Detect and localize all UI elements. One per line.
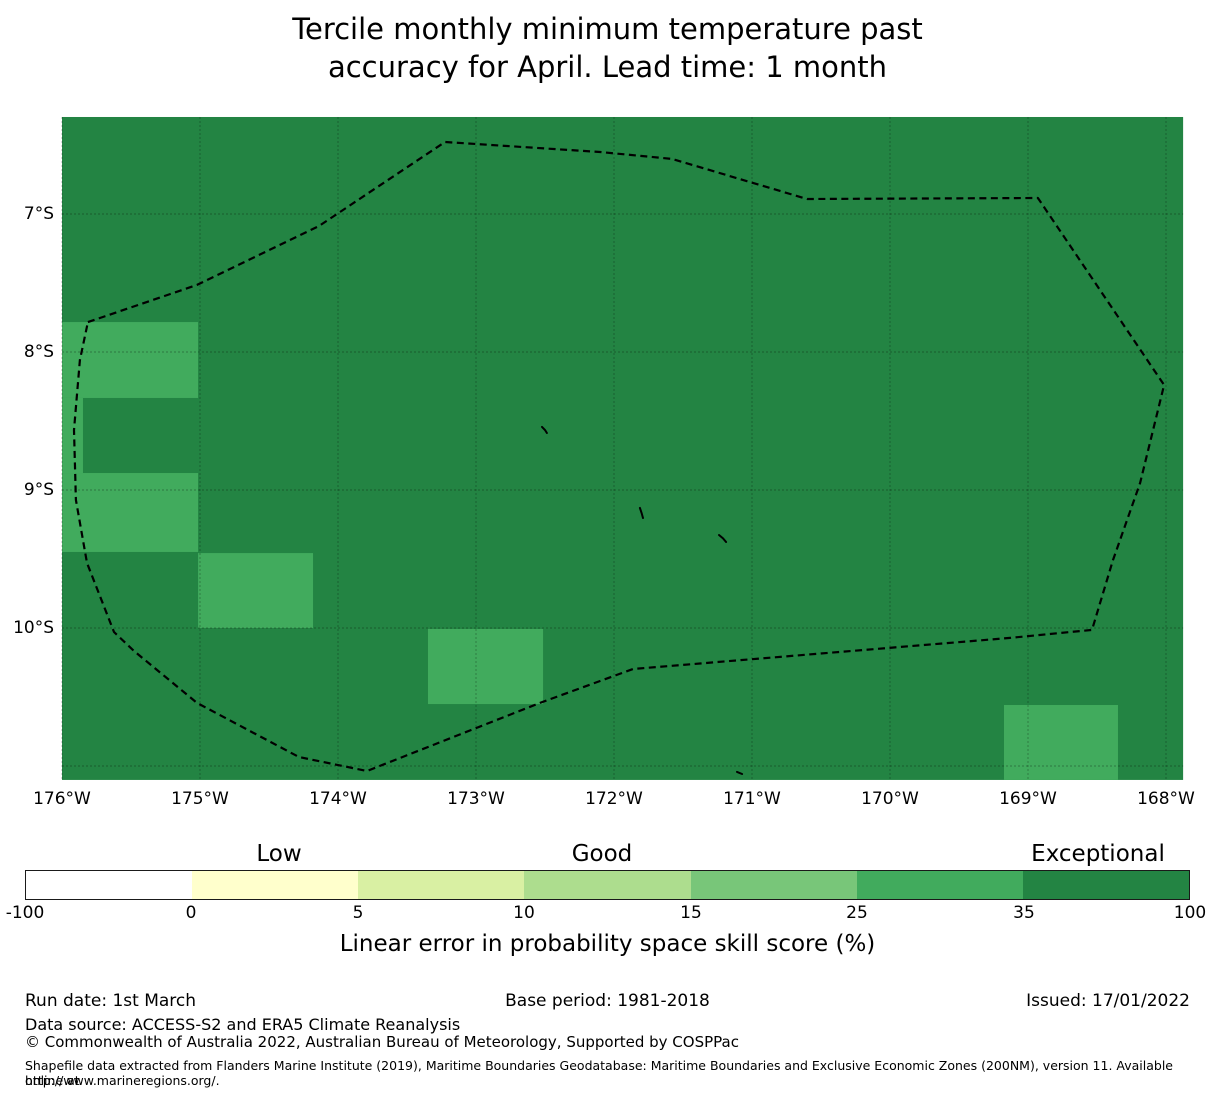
- eez-boundary: [72, 140, 1166, 773]
- colorbar-segment: [524, 871, 691, 899]
- skill-cell: [62, 397, 83, 474]
- lon-tick: 173°W: [447, 789, 505, 809]
- colorbar-tier-good: Good: [571, 841, 633, 867]
- island-mark: [638, 506, 644, 519]
- shapefile-note-line-2: http://www.marineregions.org/.: [25, 1073, 220, 1088]
- lon-tick: 176°W: [33, 789, 91, 809]
- colorbar-tick: 35: [1013, 903, 1035, 923]
- lon-tick: 175°W: [171, 789, 229, 809]
- lon-tick: 172°W: [585, 789, 643, 809]
- colorbar-tick: 5: [352, 903, 364, 923]
- lat-tick: 9°S: [23, 480, 54, 500]
- colorbar-tick: 25: [846, 903, 868, 923]
- skill-cell: [1003, 705, 1118, 780]
- lon-tick: 169°W: [999, 789, 1057, 809]
- colorbar-tick: 10: [513, 903, 535, 923]
- colorbar-caption: Linear error in probability space skill …: [339, 931, 876, 957]
- run-date: Run date: 1st March: [25, 991, 197, 1011]
- island-mark: [541, 425, 548, 434]
- colorbar-segment: [192, 871, 359, 899]
- lon-tick: 168°W: [1137, 789, 1195, 809]
- lat-tick: 7°S: [23, 204, 54, 224]
- colorbar-tick: -100: [5, 903, 45, 923]
- colorbar-segment: [1022, 871, 1189, 899]
- island-mark: [736, 770, 744, 775]
- skill-cell: [198, 553, 314, 628]
- skill-cell: [427, 628, 544, 705]
- data-source-note: Data source: ACCESS-S2 and ERA5 Climate …: [25, 1015, 461, 1034]
- issued-date: Issued: 17/01/2022: [1026, 991, 1190, 1011]
- lon-tick: 174°W: [309, 789, 367, 809]
- colorbar-tier-exceptional: Exceptional: [1031, 841, 1165, 867]
- skill-cell: [62, 322, 199, 398]
- colorbar: [25, 870, 1190, 900]
- colorbar-segment: [690, 871, 857, 899]
- island-mark: [718, 534, 728, 543]
- map-background: [62, 116, 1184, 780]
- shapefile-note-line-1: Shapefile data extracted from Flanders M…: [25, 1058, 1173, 1088]
- chart-title: Tercile monthly minimum temperature past…: [0, 10, 1215, 86]
- colorbar-tick: 15: [680, 903, 702, 923]
- colorbar-segment: [856, 871, 1023, 899]
- colorbar-segment: [358, 871, 525, 899]
- colorbar-tick: 100: [1173, 903, 1207, 923]
- copyright-note: © Commonwealth of Australia 2022, Austra…: [25, 1033, 739, 1051]
- lat-tick: 8°S: [23, 342, 54, 362]
- chart-title-line-1: Tercile monthly minimum temperature past: [292, 12, 923, 46]
- lon-tick: 170°W: [861, 789, 919, 809]
- chart-title-line-2: accuracy for April. Lead time: 1 month: [327, 50, 888, 84]
- colorbar-segment: [26, 871, 193, 899]
- lon-tick: 171°W: [723, 789, 781, 809]
- base-period: Base period: 1981-2018: [505, 991, 710, 1011]
- colorbar-tick: 0: [185, 903, 197, 923]
- lat-tick: 10°S: [13, 618, 54, 638]
- colorbar-tier-low: Low: [256, 841, 302, 867]
- skill-cell: [62, 473, 199, 552]
